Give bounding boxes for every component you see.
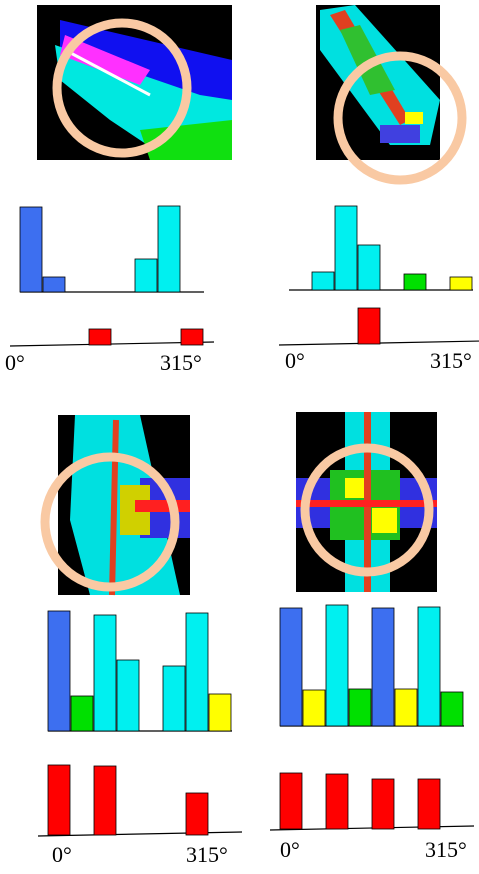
orientation-bar [280, 608, 302, 726]
orientation-bar [441, 692, 463, 726]
orientation-bar [209, 694, 231, 731]
axis-label-start: 0° [5, 350, 25, 375]
orientation-bar [158, 206, 180, 292]
red-bar [94, 766, 116, 835]
axis-label-start: 0° [280, 837, 300, 862]
red-bar [358, 308, 380, 344]
orientation-bar [395, 689, 417, 726]
red-bar [181, 329, 203, 345]
orientation-bar [303, 690, 325, 726]
red-bar [48, 765, 70, 835]
axis-label-end: 315° [160, 350, 202, 375]
orientation-bar [71, 696, 93, 731]
axis-label-end: 315° [425, 837, 467, 862]
orientation-bar [358, 245, 380, 290]
red-bar [280, 773, 302, 829]
axis-label-start: 0° [285, 348, 305, 373]
axis-label-start: 0° [52, 842, 72, 867]
orientation-bar [312, 272, 334, 290]
page: {"bar_colors": {"blue": "#3d6ff0", "cyan… [0, 0, 479, 869]
orientation-bar [418, 607, 440, 726]
patch-image [37, 5, 232, 160]
orientation-bar [117, 660, 139, 731]
orientation-bar [43, 277, 65, 292]
axis-label-end: 315° [430, 348, 472, 373]
orientation-bar [135, 259, 157, 292]
red-bar [372, 779, 394, 829]
patch-image [45, 415, 190, 595]
orientation-bar [450, 277, 472, 290]
red-bar [186, 793, 208, 835]
figure: 0° 315° 0° 315° 0° 315° 0° 315° [0, 0, 479, 869]
axis-label-end: 315° [186, 842, 228, 867]
red-bar [89, 329, 111, 345]
orientation-bar [94, 615, 116, 731]
orientation-bar [372, 608, 394, 726]
red-bar [418, 779, 440, 829]
orientation-bar [349, 689, 371, 726]
orientation-bar [326, 605, 348, 726]
orientation-bar [48, 611, 70, 731]
patch-image [316, 5, 462, 180]
red-bar [326, 774, 348, 829]
orientation-bar [335, 206, 357, 290]
orientation-bar [404, 274, 426, 290]
orientation-bar [20, 207, 42, 292]
orientation-bar [186, 613, 208, 731]
patch-image [296, 412, 437, 592]
orientation-bar [163, 666, 185, 731]
